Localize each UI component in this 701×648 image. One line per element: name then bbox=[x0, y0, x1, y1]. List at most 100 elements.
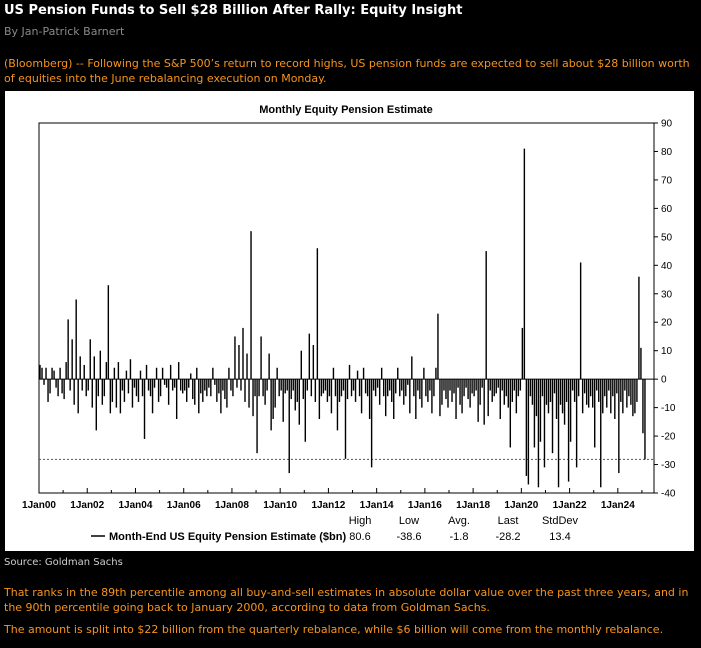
bar bbox=[535, 379, 538, 417]
bar bbox=[549, 379, 552, 402]
bar bbox=[155, 367, 158, 380]
bar bbox=[73, 379, 75, 405]
chart-container: Monthly Equity Pension Estimate 90 80 70 60… bbox=[5, 91, 694, 551]
bar bbox=[324, 379, 327, 391]
bar bbox=[192, 379, 194, 400]
bar bbox=[638, 276, 640, 380]
bar bbox=[537, 379, 540, 488]
y-tick-label: -20 bbox=[661, 432, 676, 443]
bar bbox=[216, 379, 218, 402]
bar bbox=[296, 379, 298, 402]
bar bbox=[332, 367, 335, 380]
bar bbox=[153, 379, 156, 388]
bar bbox=[47, 379, 49, 402]
bar bbox=[194, 379, 196, 405]
legend-stat-value: -28.2 bbox=[495, 531, 520, 543]
bar bbox=[137, 379, 140, 402]
bar bbox=[382, 379, 385, 397]
bar bbox=[372, 379, 375, 391]
bar bbox=[123, 379, 126, 402]
y-tick-label: 0 bbox=[661, 375, 667, 386]
bar bbox=[610, 379, 612, 414]
bar bbox=[59, 367, 61, 380]
bar bbox=[559, 379, 562, 405]
bar bbox=[567, 379, 570, 482]
bar bbox=[525, 379, 528, 476]
bar bbox=[198, 379, 200, 414]
article-paragraph-1: (Bloomberg) -- Following the S&P 500’s r… bbox=[4, 57, 690, 85]
bar bbox=[145, 364, 148, 380]
bar bbox=[89, 339, 91, 380]
bar bbox=[254, 379, 256, 397]
bar bbox=[364, 379, 367, 394]
bar bbox=[491, 379, 493, 402]
bar bbox=[246, 353, 248, 380]
legend-stat-header: Low bbox=[399, 515, 419, 527]
bar bbox=[405, 379, 407, 397]
bar bbox=[204, 379, 206, 391]
bar bbox=[69, 379, 71, 391]
bar bbox=[127, 379, 130, 394]
bar bbox=[107, 285, 110, 380]
bar bbox=[51, 367, 53, 380]
bar bbox=[350, 379, 353, 397]
bar bbox=[272, 379, 274, 419]
bar bbox=[224, 379, 226, 400]
bar bbox=[71, 339, 73, 380]
bar bbox=[551, 379, 554, 454]
bar bbox=[113, 367, 116, 380]
y-tick-label: -30 bbox=[661, 460, 676, 471]
bar bbox=[437, 313, 439, 380]
bar bbox=[75, 299, 77, 380]
bar bbox=[587, 379, 590, 408]
y-tick-label: 30 bbox=[661, 289, 673, 300]
legend-stat-value: 80.6 bbox=[349, 531, 370, 543]
bar bbox=[139, 370, 142, 380]
bar bbox=[483, 379, 485, 425]
bar bbox=[338, 379, 341, 402]
bar bbox=[505, 379, 507, 397]
bar bbox=[101, 379, 104, 405]
bar bbox=[95, 379, 97, 431]
article-paragraph-2: That ranks in the 89th percentile among … bbox=[4, 586, 689, 614]
bar bbox=[125, 370, 128, 380]
x-tick-label: 1Jan18 bbox=[456, 500, 490, 511]
bar bbox=[171, 379, 174, 391]
bar bbox=[91, 379, 93, 408]
bar bbox=[262, 379, 264, 397]
bar bbox=[479, 379, 481, 405]
pension-estimate-chart: Monthly Equity Pension Estimate 90 80 70 60… bbox=[22, 104, 676, 543]
bar bbox=[206, 379, 208, 397]
bar bbox=[103, 379, 106, 397]
bar bbox=[598, 379, 600, 402]
bar bbox=[634, 379, 636, 414]
bar bbox=[151, 379, 154, 414]
x-tick-label: 1Jan24 bbox=[601, 500, 635, 511]
bar bbox=[109, 379, 112, 414]
article-byline[interactable]: By Jan-Patrick Barnert bbox=[4, 25, 125, 38]
bar bbox=[85, 379, 87, 397]
legend-stat-header: High bbox=[349, 515, 372, 527]
bar bbox=[270, 379, 272, 431]
bar bbox=[366, 379, 369, 397]
bar bbox=[391, 379, 393, 402]
bar bbox=[409, 379, 411, 414]
bar bbox=[602, 379, 604, 414]
bar bbox=[573, 379, 576, 402]
bar bbox=[592, 379, 594, 408]
bar bbox=[119, 379, 122, 414]
y-tick-label: 10 bbox=[661, 346, 673, 357]
bar bbox=[218, 379, 220, 394]
article-paragraph-3: The amount is split into $22 billion fro… bbox=[4, 623, 664, 636]
bar bbox=[250, 231, 252, 380]
bar bbox=[358, 379, 361, 397]
x-tick-label: 1Jan20 bbox=[504, 500, 538, 511]
bar bbox=[177, 362, 180, 380]
bar bbox=[594, 379, 596, 448]
bar bbox=[182, 379, 184, 394]
bar bbox=[260, 336, 262, 380]
bar bbox=[97, 379, 99, 397]
bar bbox=[395, 379, 397, 394]
bar bbox=[399, 379, 401, 397]
bar bbox=[620, 379, 622, 402]
